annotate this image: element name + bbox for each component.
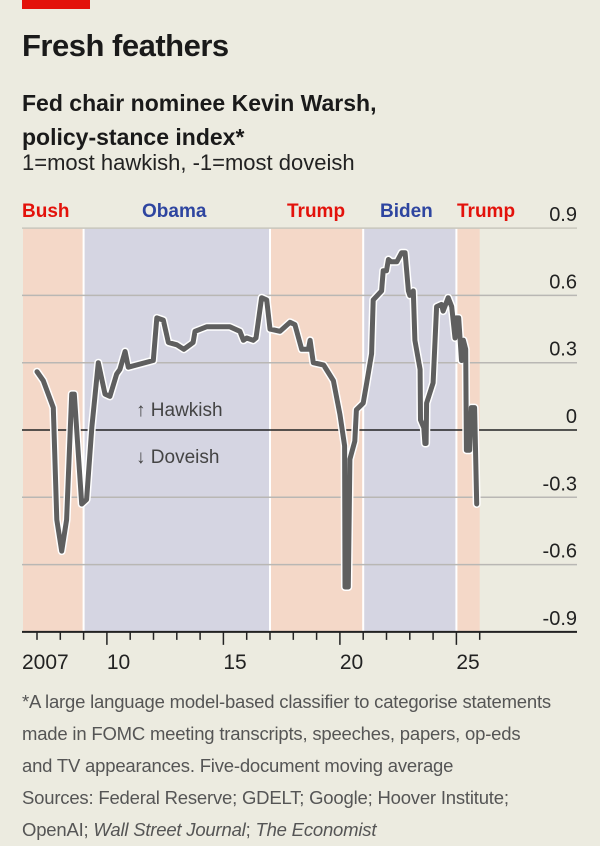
footnote: *A large language model-based classifier… [22, 686, 592, 846]
y-tick-label: -0.6 [543, 541, 577, 563]
unit-note: 1=most hawkish, -1=most doveish [22, 150, 355, 175]
x-tick-label: 10 [107, 651, 130, 674]
x-axis: 2007 10 15 20 25 [22, 630, 577, 674]
annotation-doveish: ↓ Doveish [136, 447, 219, 468]
footnote-line: made in FOMC meeting transcripts, speech… [22, 723, 521, 744]
y-tick-label: 0.9 [549, 204, 577, 226]
footnote-line: *A large language model-based classifier… [22, 691, 551, 712]
period-label-trump: Trump [287, 201, 345, 222]
subtitle-line: Fed chair nominee Kevin Warsh, [22, 90, 377, 116]
series-line-warsh-index [34, 250, 480, 590]
y-tick-label: 0.6 [549, 271, 577, 293]
source-text: OpenAI; [22, 819, 94, 840]
period-label-trump: Trump [457, 201, 515, 222]
subtitle-line: policy-stance index* [22, 124, 245, 150]
period-labels: Bush Obama Trump Biden Trump [22, 201, 515, 222]
x-tick-label: 15 [223, 651, 246, 674]
x-tick-label: 20 [340, 651, 363, 674]
source-sep: ; [245, 819, 256, 840]
chart-title: Fresh feathers [22, 28, 229, 63]
y-tick-label: 0 [566, 406, 577, 428]
chart-subtitle: Fed chair nominee Kevin Warsh, policy-st… [22, 86, 582, 154]
period-label-bush: Bush [22, 201, 70, 222]
x-tick-label: 2007 [22, 651, 69, 674]
sources-line: Sources: Federal Reserve; GDELT; Google;… [22, 787, 509, 808]
series-line-group [33, 248, 481, 591]
source-economist: The Economist [255, 819, 377, 840]
gridlines [22, 227, 577, 566]
source-wsj: Wall Street Journal [93, 819, 246, 840]
y-tick-label: -0.9 [543, 608, 577, 630]
y-tick-label: -0.3 [543, 473, 577, 495]
line-chart: Bush Obama Trump Biden Trump 0.9 0.6 0.3 0 -0.3 -… [22, 201, 577, 674]
sources-line: OpenAI; Wall Street Journal; The Economi… [22, 814, 592, 846]
y-axis-labels: 0.9 0.6 0.3 0 -0.3 -0.6 -0.9 [543, 204, 577, 630]
x-tick-label: 25 [456, 651, 479, 674]
annotation-hawkish: ↑ Hawkish [136, 400, 223, 421]
period-label-obama: Obama [142, 201, 207, 222]
brand-bar [22, 0, 90, 9]
period-label-biden: Biden [380, 201, 433, 222]
y-tick-label: 0.3 [549, 339, 577, 361]
footnote-line: and TV appearances. Five-document moving… [22, 755, 454, 776]
